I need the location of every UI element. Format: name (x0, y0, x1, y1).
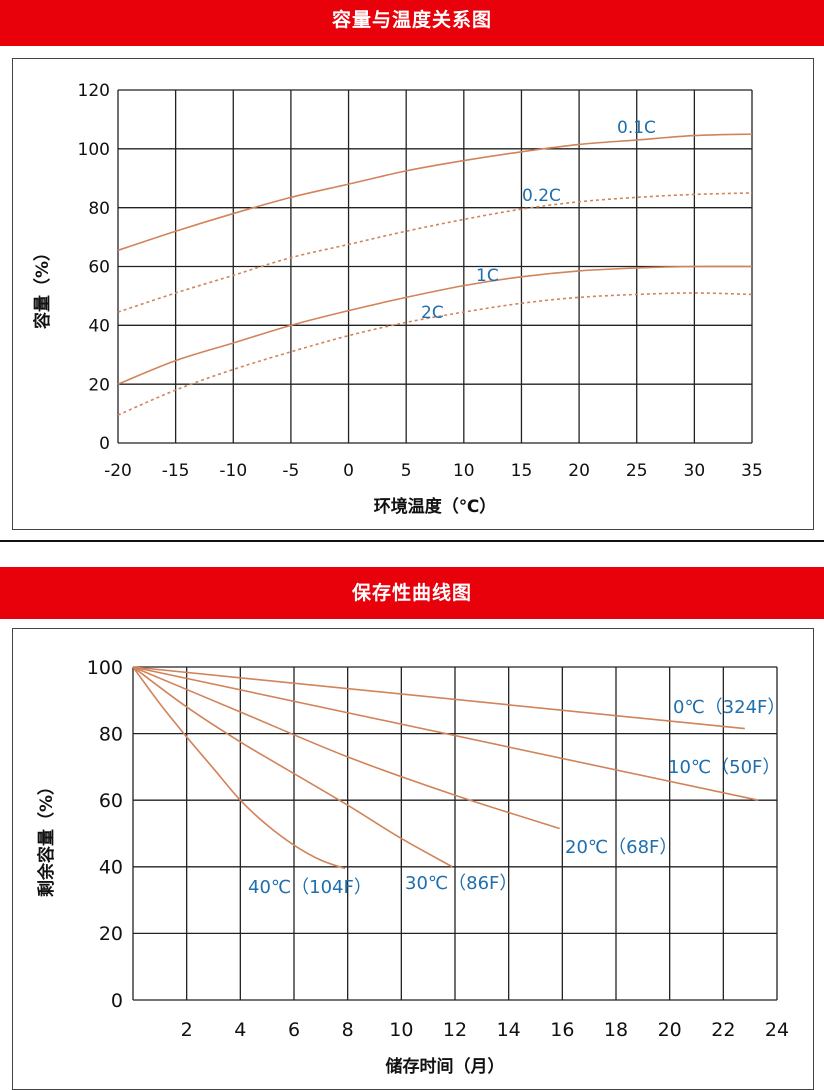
series-line-2-2 (132, 666, 759, 801)
x-tick-label: 14 (497, 1019, 521, 1041)
y-tick-label: 20 (99, 923, 123, 945)
banner-capacity-temperature: 容量与温度关系图 (0, 0, 824, 46)
x-tick-label: 15 (511, 461, 533, 481)
chart-frame-storage (12, 628, 814, 1090)
x-tick-label: 20 (658, 1019, 682, 1041)
series-label: 1C (476, 266, 499, 286)
y-axis-title: 容量（%） (32, 244, 53, 329)
x-tick-label: 6 (288, 1019, 300, 1041)
x-tick-label: 25 (626, 461, 648, 481)
series-label: 0℃（324F） (673, 697, 785, 718)
y-tick-label: 40 (88, 316, 110, 336)
x-tick-label: 10 (389, 1019, 413, 1041)
y-tick-label: 40 (99, 857, 123, 879)
x-tick-label: -15 (162, 461, 190, 481)
series-label: 0.2C (522, 186, 561, 206)
x-tick-label: 18 (604, 1019, 628, 1041)
banner-storage: 保存性曲线图 (0, 567, 824, 619)
x-tick-label: 16 (550, 1019, 574, 1041)
x-tick-label: -10 (219, 461, 247, 481)
y-tick-label: 0 (99, 434, 110, 454)
x-tick-label: 24 (765, 1019, 789, 1041)
x-tick-label: 35 (741, 461, 763, 481)
series-line-2-5 (132, 666, 346, 870)
x-tick-label: 30 (684, 461, 706, 481)
series-line-1-4 (117, 292, 753, 416)
x-tick-label: 2 (181, 1019, 193, 1041)
series-line-2-3 (132, 666, 560, 830)
x-tick-label: 5 (401, 461, 412, 481)
x-tick-label: 10 (453, 461, 475, 481)
series-line-2-4 (132, 666, 453, 868)
y-tick-label: 80 (88, 199, 110, 219)
section-divider (0, 540, 824, 542)
y-tick-label: 20 (88, 375, 110, 395)
y-tick-label: 0 (111, 990, 123, 1012)
y-tick-label: 80 (99, 723, 123, 745)
y-tick-label: 100 (78, 140, 110, 160)
series-line-2-1 (132, 666, 745, 730)
x-tick-label: 8 (342, 1019, 354, 1041)
x-tick-label: 0 (343, 461, 354, 481)
x-tick-label: -5 (282, 461, 299, 481)
x-tick-label: 22 (711, 1019, 735, 1041)
y-tick-label: 60 (99, 790, 123, 812)
series-line-1-1 (117, 133, 753, 252)
y-tick-label: 60 (88, 258, 110, 278)
x-tick-label: 4 (234, 1019, 246, 1041)
series-label: 20℃（68F） (565, 837, 677, 858)
x-axis-title: 环境温度（℃） (374, 496, 497, 517)
y-axis-title: 剩余容量（%） (36, 778, 57, 897)
y-tick-label: 100 (87, 657, 123, 679)
series-line-1-2 (117, 192, 753, 313)
y-tick-label: 120 (78, 81, 110, 101)
series-label: 30℃（86F） (405, 873, 517, 894)
x-tick-label: 20 (568, 461, 590, 481)
x-axis-title: 储存时间（月） (386, 1056, 505, 1077)
series-label: 2C (421, 303, 444, 323)
series-label: 0.1C (617, 118, 656, 138)
series-line-1-3 (117, 265, 753, 385)
series-label: 10℃（50F） (668, 757, 780, 778)
x-tick-label: 12 (443, 1019, 467, 1041)
x-tick-label: -20 (104, 461, 132, 481)
series-label: 40℃（104F） (248, 877, 372, 898)
